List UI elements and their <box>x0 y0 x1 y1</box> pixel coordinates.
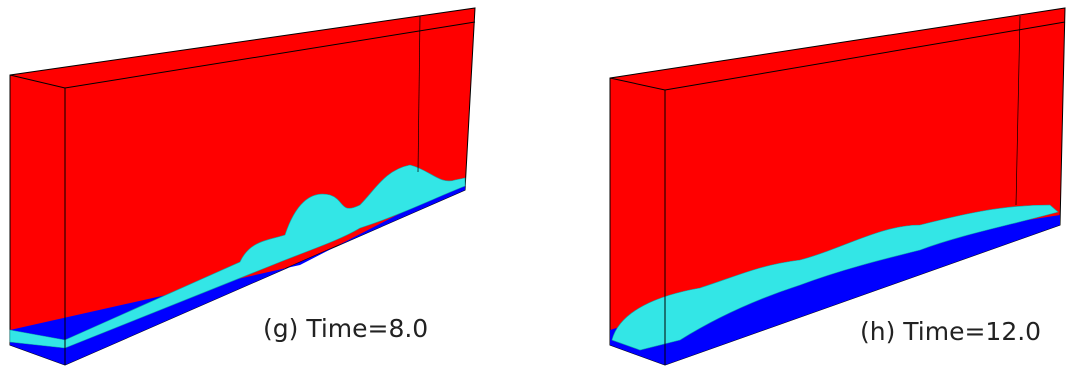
caption: (h) Time=12.0 <box>860 317 1041 346</box>
panel-h: (h) Time=12.0 <box>610 8 1065 365</box>
figure: (g) Time=8.0 (h) Time=12.0 <box>0 0 1074 368</box>
caption: (g) Time=8.0 <box>263 314 428 343</box>
panel-g: (g) Time=8.0 <box>10 8 475 365</box>
